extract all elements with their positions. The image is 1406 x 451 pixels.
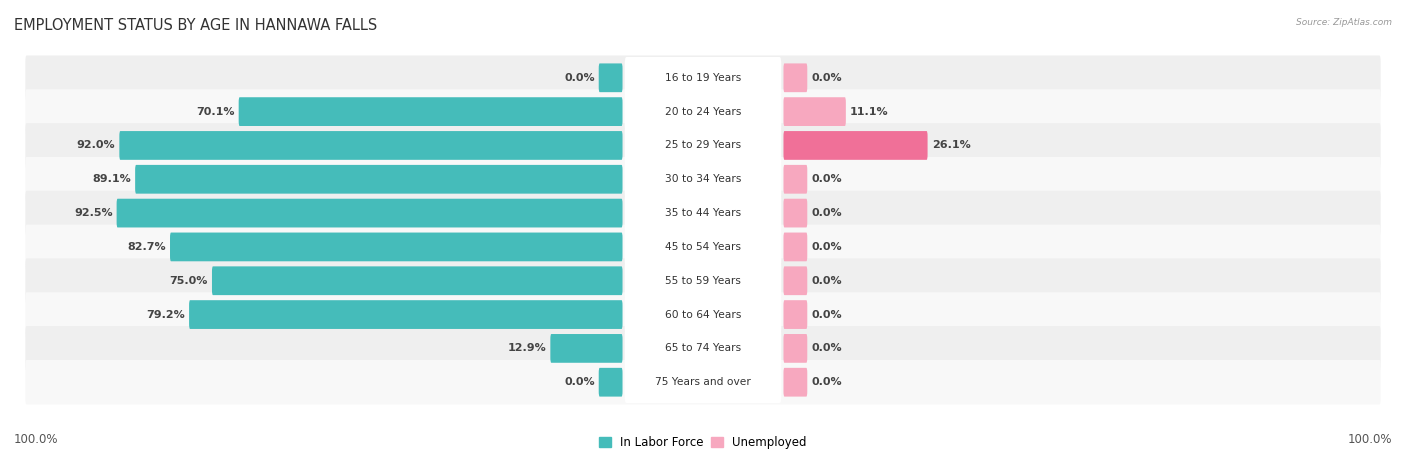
FancyBboxPatch shape [624,361,782,403]
FancyBboxPatch shape [624,294,782,336]
Text: 70.1%: 70.1% [195,106,235,117]
FancyBboxPatch shape [783,300,807,329]
FancyBboxPatch shape [624,124,782,166]
Text: 16 to 19 Years: 16 to 19 Years [665,73,741,83]
Text: 75.0%: 75.0% [170,276,208,286]
Text: 45 to 54 Years: 45 to 54 Years [665,242,741,252]
Text: 12.9%: 12.9% [508,343,547,354]
Text: 100.0%: 100.0% [1347,433,1392,446]
Text: 75 Years and over: 75 Years and over [655,377,751,387]
FancyBboxPatch shape [25,123,1381,168]
FancyBboxPatch shape [135,165,623,193]
FancyBboxPatch shape [624,260,782,302]
Text: 0.0%: 0.0% [811,377,842,387]
Text: 100.0%: 100.0% [14,433,59,446]
Text: 26.1%: 26.1% [932,140,970,151]
FancyBboxPatch shape [624,192,782,234]
Text: 0.0%: 0.0% [811,242,842,252]
Text: 35 to 44 Years: 35 to 44 Years [665,208,741,218]
Text: 0.0%: 0.0% [811,73,842,83]
FancyBboxPatch shape [624,327,782,369]
FancyBboxPatch shape [25,258,1381,303]
FancyBboxPatch shape [25,326,1381,371]
Text: 55 to 59 Years: 55 to 59 Years [665,276,741,286]
FancyBboxPatch shape [25,292,1381,337]
FancyBboxPatch shape [624,57,782,99]
Text: 11.1%: 11.1% [849,106,889,117]
FancyBboxPatch shape [25,225,1381,269]
Text: 92.5%: 92.5% [75,208,112,218]
FancyBboxPatch shape [170,233,623,261]
Text: 0.0%: 0.0% [811,309,842,320]
FancyBboxPatch shape [624,158,782,200]
Text: 82.7%: 82.7% [128,242,166,252]
FancyBboxPatch shape [25,89,1381,134]
Text: 65 to 74 Years: 65 to 74 Years [665,343,741,354]
FancyBboxPatch shape [25,55,1381,100]
Text: 0.0%: 0.0% [564,377,595,387]
Text: 60 to 64 Years: 60 to 64 Years [665,309,741,320]
FancyBboxPatch shape [624,91,782,133]
FancyBboxPatch shape [212,267,623,295]
FancyBboxPatch shape [783,97,846,126]
FancyBboxPatch shape [25,360,1381,405]
FancyBboxPatch shape [783,64,807,92]
Text: 25 to 29 Years: 25 to 29 Years [665,140,741,151]
Legend: In Labor Force, Unemployed: In Labor Force, Unemployed [599,436,807,449]
FancyBboxPatch shape [25,191,1381,235]
FancyBboxPatch shape [783,368,807,396]
FancyBboxPatch shape [188,300,623,329]
FancyBboxPatch shape [783,233,807,261]
Text: 89.1%: 89.1% [93,174,131,184]
Text: 20 to 24 Years: 20 to 24 Years [665,106,741,117]
Text: 79.2%: 79.2% [146,309,186,320]
Text: 0.0%: 0.0% [811,208,842,218]
FancyBboxPatch shape [550,334,623,363]
FancyBboxPatch shape [783,267,807,295]
FancyBboxPatch shape [624,226,782,268]
Text: 30 to 34 Years: 30 to 34 Years [665,174,741,184]
FancyBboxPatch shape [783,165,807,193]
Text: Source: ZipAtlas.com: Source: ZipAtlas.com [1296,18,1392,27]
Text: 92.0%: 92.0% [77,140,115,151]
FancyBboxPatch shape [25,157,1381,202]
FancyBboxPatch shape [783,334,807,363]
FancyBboxPatch shape [120,131,623,160]
Text: 0.0%: 0.0% [811,343,842,354]
Text: EMPLOYMENT STATUS BY AGE IN HANNAWA FALLS: EMPLOYMENT STATUS BY AGE IN HANNAWA FALL… [14,18,377,33]
Text: 0.0%: 0.0% [564,73,595,83]
FancyBboxPatch shape [783,131,928,160]
FancyBboxPatch shape [239,97,623,126]
FancyBboxPatch shape [599,64,623,92]
FancyBboxPatch shape [117,199,623,227]
FancyBboxPatch shape [599,368,623,396]
Text: 0.0%: 0.0% [811,276,842,286]
Text: 0.0%: 0.0% [811,174,842,184]
FancyBboxPatch shape [783,199,807,227]
